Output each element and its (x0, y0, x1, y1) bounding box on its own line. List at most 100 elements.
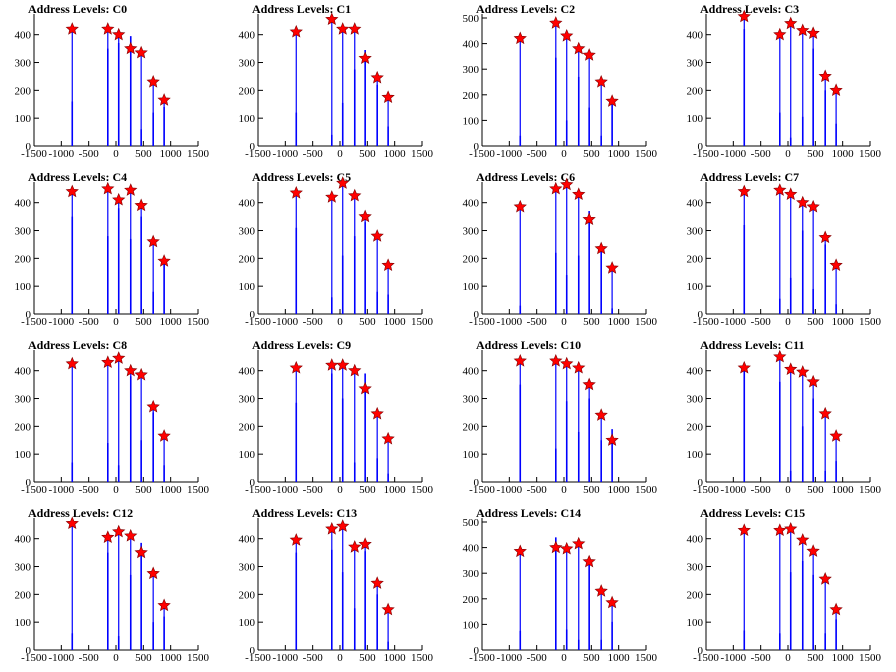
peak-marker (784, 16, 798, 30)
peak-marker (572, 360, 586, 374)
x-tick-label: 500 (359, 316, 376, 328)
peak-marker (796, 533, 810, 546)
peak-marker (101, 181, 115, 195)
peak-marker (65, 356, 79, 370)
y-tick-label: 400 (463, 366, 480, 378)
y-tick-label: 0 (250, 645, 256, 657)
x-tick-label: -500 (751, 148, 772, 160)
x-tick-label: 500 (359, 148, 376, 160)
x-tick-label: -1000 (720, 148, 746, 160)
x-tick-label: 1000 (832, 652, 855, 664)
x-tick-label: -1500 (245, 148, 271, 160)
chart-svg: Address Levels: C5 0 100 200 300 400 -1500 -100… (239, 170, 434, 328)
x-tick-label: -1500 (693, 316, 719, 328)
y-tick-label: 0 (26, 141, 32, 153)
chart-panel: Address Levels: C2 0 100 200 300 400 500 -1500-… (448, 0, 672, 168)
x-tick-label: 1000 (608, 148, 631, 160)
peak-marker (737, 184, 751, 198)
chart-svg: Address Levels: C14 0 100 200 300 400 500 -1500… (463, 506, 658, 664)
x-tick-label: -500 (79, 316, 100, 328)
y-tick-label: 100 (463, 449, 480, 461)
peak-marker (358, 209, 372, 223)
x-tick-label: 0 (785, 148, 791, 160)
x-tick-label: -500 (303, 484, 324, 496)
peak-marker (560, 356, 574, 370)
peak-marker (605, 595, 619, 609)
chart-svg: Address Levels: C8 0 100 200 300 400 -1500 -100… (15, 338, 210, 496)
x-tick-label: 1000 (608, 316, 631, 328)
x-tick-label: -1500 (21, 316, 47, 328)
peak-marker (134, 45, 148, 59)
peak-marker (370, 70, 384, 84)
y-tick-label: 100 (15, 281, 32, 293)
peak-marker (572, 41, 586, 55)
chart-svg: Address Levels: C6 0 100 200 300 400 -1500 -100… (463, 170, 658, 328)
x-tick-label: -1500 (21, 484, 47, 496)
y-tick-label: 400 (239, 30, 256, 42)
y-tick-label: 400 (687, 534, 704, 546)
y-tick-label: 100 (15, 113, 32, 125)
x-tick-label: 1500 (635, 316, 658, 328)
x-tick-label: 500 (583, 484, 600, 496)
peak-marker (829, 83, 843, 96)
peak-marker (157, 598, 171, 612)
x-tick-label: 0 (561, 652, 567, 664)
y-tick-label: 200 (687, 85, 704, 97)
peak-marker (594, 408, 608, 421)
y-tick-label: 100 (239, 281, 256, 293)
x-tick-label: -500 (751, 652, 772, 664)
y-tick-label: 200 (15, 85, 32, 97)
x-tick-label: 1000 (160, 652, 183, 664)
y-tick-label: 0 (250, 477, 256, 489)
y-tick-label: 200 (15, 253, 32, 265)
x-tick-label: 1500 (411, 148, 434, 160)
chart-title: Address Levels: C9 (252, 338, 351, 352)
x-tick-label: 500 (807, 316, 824, 328)
y-tick-label: 100 (239, 617, 256, 629)
x-tick-label: -1000 (496, 148, 522, 160)
x-tick-label: 1500 (411, 652, 434, 664)
peak-marker (773, 183, 787, 196)
peak-marker (325, 521, 339, 535)
chart-svg: Address Levels: C9 0 100 200 300 400 -1500 -100… (239, 338, 434, 496)
peak-marker (101, 530, 115, 543)
x-tick-label: -500 (751, 484, 772, 496)
x-tick-label: -500 (527, 316, 548, 328)
x-tick-label: -500 (79, 652, 100, 664)
peak-marker (737, 9, 751, 23)
chart-title: Address Levels: C2 (476, 2, 575, 16)
chart-panel: Address Levels: C15 0 100 200 300 400 -1500 -10… (672, 504, 896, 672)
x-tick-label: -1500 (693, 484, 719, 496)
peak-marker (157, 254, 171, 267)
peak-marker (134, 198, 148, 212)
y-tick-label: 200 (15, 421, 32, 433)
x-tick-label: 500 (583, 652, 600, 664)
x-tick-label: -500 (303, 652, 324, 664)
peak-marker (289, 185, 303, 199)
x-tick-label: 1500 (411, 484, 434, 496)
peak-marker (560, 541, 574, 555)
x-tick-label: 500 (135, 316, 152, 328)
x-tick-label: 0 (113, 148, 119, 160)
x-tick-label: 500 (583, 148, 600, 160)
y-tick-label: 0 (250, 309, 256, 321)
x-tick-label: 1500 (187, 316, 210, 328)
x-tick-label: -500 (79, 484, 100, 496)
x-tick-label: -1000 (496, 316, 522, 328)
x-tick-label: 500 (135, 484, 152, 496)
peak-marker (370, 576, 384, 589)
y-tick-label: 400 (463, 543, 480, 555)
x-tick-label: 1000 (832, 316, 855, 328)
chart-panel: Address Levels: C5 0 100 200 300 400 -1500 -100… (224, 168, 448, 336)
y-tick-label: 0 (474, 477, 480, 489)
y-tick-label: 100 (463, 115, 480, 127)
x-tick-label: 0 (561, 148, 567, 160)
y-tick-label: 300 (239, 562, 256, 574)
peak-marker (146, 566, 160, 580)
peak-marker (146, 399, 160, 413)
peak-marker (348, 188, 362, 202)
peak-marker (348, 540, 362, 553)
chart-title: Address Levels: C6 (476, 170, 575, 184)
y-tick-label: 0 (250, 141, 256, 153)
peak-marker (157, 93, 171, 106)
